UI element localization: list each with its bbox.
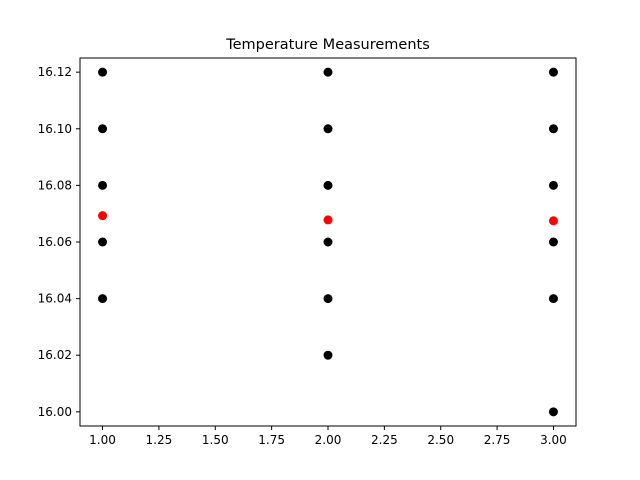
- y-tick-label-2: 16.04: [38, 292, 72, 306]
- x-tick-label-1: 1.25: [146, 433, 173, 447]
- data-point-0-0: [98, 67, 108, 77]
- data-point-1-2: [548, 216, 558, 226]
- data-point-0-12: [548, 124, 558, 134]
- x-tick-label-2: 1.50: [202, 433, 229, 447]
- y-tick-label-4: 16.08: [38, 178, 72, 192]
- data-point-0-16: [548, 407, 558, 417]
- x-tick-label-5: 2.25: [371, 433, 398, 447]
- x-tick-label-4: 2.00: [315, 433, 342, 447]
- y-tick-label-5: 16.10: [38, 122, 72, 136]
- data-point-1-0: [98, 211, 108, 221]
- y-tick-label-6: 16.12: [38, 65, 72, 79]
- y-tick-label-0: 16.00: [38, 405, 72, 419]
- data-point-0-14: [548, 237, 558, 247]
- data-point-0-3: [98, 237, 108, 247]
- y-tick-label-1: 16.02: [38, 348, 72, 362]
- data-point-0-1: [98, 124, 108, 134]
- data-point-0-5: [323, 67, 333, 77]
- data-point-0-8: [323, 237, 333, 247]
- x-tick-label-3: 1.75: [258, 433, 285, 447]
- axes: 1.00 1.25 1.50 1.75 2.00 2.25 2.50 2.75 3.00 16.0…: [38, 57, 577, 447]
- data-point-0-9: [323, 294, 333, 304]
- data-point-0-15: [548, 294, 558, 304]
- y-tick-label-3: 16.06: [38, 235, 72, 249]
- x-tick-label-0: 1.00: [89, 433, 116, 447]
- plot-marks: [98, 67, 558, 417]
- data-point-0-4: [98, 294, 108, 304]
- data-point-0-7: [323, 180, 333, 190]
- data-point-0-13: [548, 180, 558, 190]
- data-point-1-1: [323, 215, 333, 225]
- data-point-0-10: [323, 350, 333, 360]
- x-tick-label-7: 2.75: [484, 433, 511, 447]
- x-tick-label-6: 2.50: [427, 433, 454, 447]
- chart-title: Temperature Measurements: [225, 37, 430, 53]
- data-point-0-2: [98, 180, 108, 190]
- data-point-0-6: [323, 124, 333, 134]
- x-tick-label-8: 3.00: [540, 433, 567, 447]
- data-point-0-11: [548, 67, 558, 77]
